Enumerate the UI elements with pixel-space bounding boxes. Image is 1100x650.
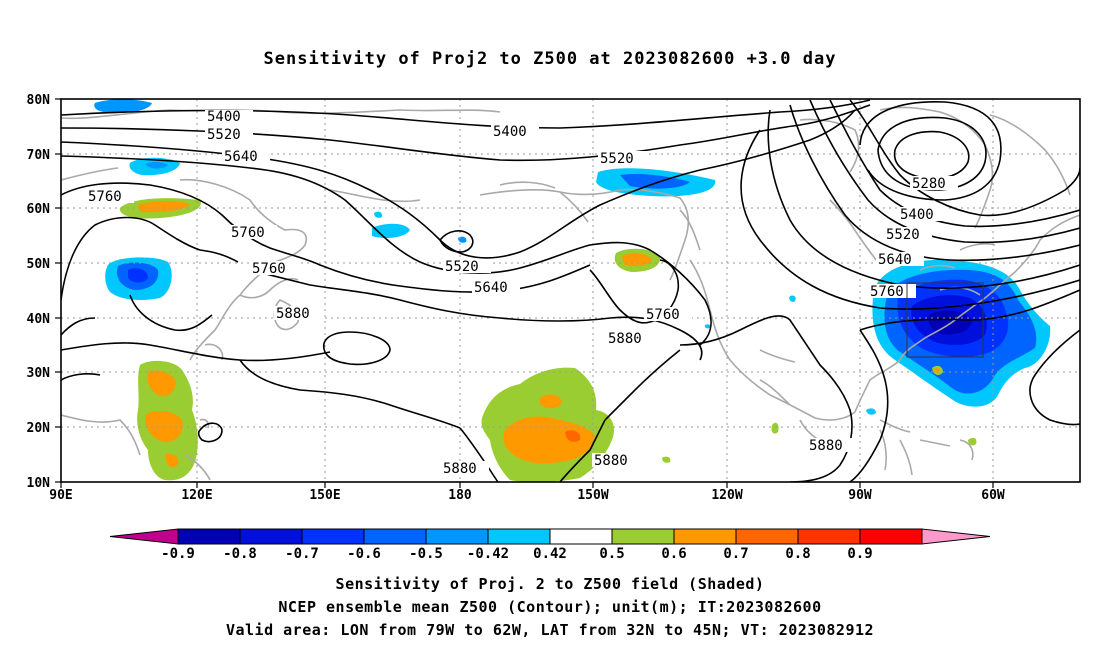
lon-label: 60W xyxy=(981,488,1005,503)
colorbar-tick-label: -0.42 xyxy=(467,546,509,562)
colorbar-segment xyxy=(425,528,489,545)
contour-label: 5760 xyxy=(88,189,122,205)
contour-label: 5280 xyxy=(912,176,946,192)
caption-line-2: NCEP ensemble mean Z500 (Contour); unit(… xyxy=(278,598,822,616)
contour-label: 5760 xyxy=(870,284,904,300)
lat-label: 60N xyxy=(27,202,51,217)
colorbar-over-triangle xyxy=(921,528,991,545)
map-title: Sensitivity of Proj2 to Z500 at 20230826… xyxy=(263,49,837,69)
contour-label: 5520 xyxy=(600,151,634,167)
contour-label: 5880 xyxy=(443,461,477,477)
contour-labels: 5400 5520 5640 5760 5760 5760 5880 5400 … xyxy=(86,109,958,477)
lat-label: 80N xyxy=(27,93,51,108)
contour-label: 5880 xyxy=(276,306,310,322)
lon-label: 90E xyxy=(49,488,72,503)
contour-label: 5640 xyxy=(224,149,258,165)
contour-label: 5400 xyxy=(900,207,934,223)
lat-label: 40N xyxy=(27,312,51,327)
contour-label: 5880 xyxy=(809,438,843,454)
lat-label: 10N xyxy=(27,476,51,491)
caption-line-1: Sensitivity of Proj. 2 to Z500 field (Sh… xyxy=(335,575,765,593)
colorbar-tick-label: 0.5 xyxy=(599,546,624,562)
lon-label: 90W xyxy=(848,488,872,503)
lat-axis: 80N 70N 60N 50N 40N 30N 20N 10N xyxy=(27,93,51,491)
contour-label: 5760 xyxy=(252,261,286,277)
lat-label: 30N xyxy=(27,366,51,381)
colorbar-segment xyxy=(735,528,799,545)
caption-line-3: Valid area: LON from 79W to 62W, LAT fro… xyxy=(225,621,875,639)
colorbar-segment xyxy=(549,528,613,545)
colorbar-segment xyxy=(301,528,365,545)
colorbar-tick-label: 0.42 xyxy=(533,546,567,562)
colorbar-segment xyxy=(673,528,737,545)
contour-label: 5640 xyxy=(474,280,508,296)
colorbar-segment xyxy=(363,528,427,545)
colorbar-segment xyxy=(177,528,241,545)
lat-label: 20N xyxy=(27,421,51,436)
colorbar-tick-label: 0.7 xyxy=(723,546,748,562)
colorbar-tick-label: 0.6 xyxy=(661,546,686,562)
contour-label: 5400 xyxy=(207,109,241,125)
colorbar-segment xyxy=(611,528,675,545)
colorbar-segment xyxy=(487,528,551,545)
colorbar-segment xyxy=(859,528,923,545)
contour-label: 5760 xyxy=(646,307,680,323)
colorbar-tick-label: 0.8 xyxy=(785,546,810,562)
colorbar-segment xyxy=(797,528,861,545)
plot-frame xyxy=(60,98,1081,483)
lon-label: 150E xyxy=(309,488,340,503)
colorbar-segment xyxy=(239,528,303,545)
contour-label: 5400 xyxy=(493,124,527,140)
z500-contours xyxy=(61,99,1080,482)
contour-label: 5760 xyxy=(231,225,265,241)
colorbar-under-triangle xyxy=(109,528,179,545)
contour-label: 5520 xyxy=(207,127,241,143)
colorbar-tick-label: -0.6 xyxy=(347,546,381,562)
colorbar-tick-label: -0.7 xyxy=(285,546,319,562)
contour-label: 5520 xyxy=(886,227,920,243)
lon-label: 120E xyxy=(181,488,212,503)
lat-label: 50N xyxy=(27,257,51,272)
colorbar xyxy=(109,528,991,545)
colorbar-tick-label: -0.9 xyxy=(161,546,195,562)
axis-ticks xyxy=(55,98,994,488)
valid-area-box xyxy=(906,282,984,358)
lon-label: 120W xyxy=(711,488,742,503)
contour-label: 5520 xyxy=(445,259,479,275)
contour-label: 5880 xyxy=(594,453,628,469)
lon-axis: 90E 120E 150E 180 150W 120W 90W 60W xyxy=(49,488,1005,503)
lon-label: 150W xyxy=(577,488,608,503)
colorbar-tick-label: -0.5 xyxy=(409,546,443,562)
colorbar-tick-label: -0.8 xyxy=(223,546,257,562)
sensitivity-shading xyxy=(94,99,1051,482)
contour-label: 5640 xyxy=(878,252,912,268)
lon-label: 180 xyxy=(448,488,472,503)
lat-label: 70N xyxy=(27,148,51,163)
contour-label: 5880 xyxy=(608,331,642,347)
colorbar-tick-label: 0.9 xyxy=(847,546,872,562)
colorbar-labels: -0.9 -0.8 -0.7 -0.6 -0.5 -0.42 0.42 0.5 … xyxy=(161,546,873,562)
